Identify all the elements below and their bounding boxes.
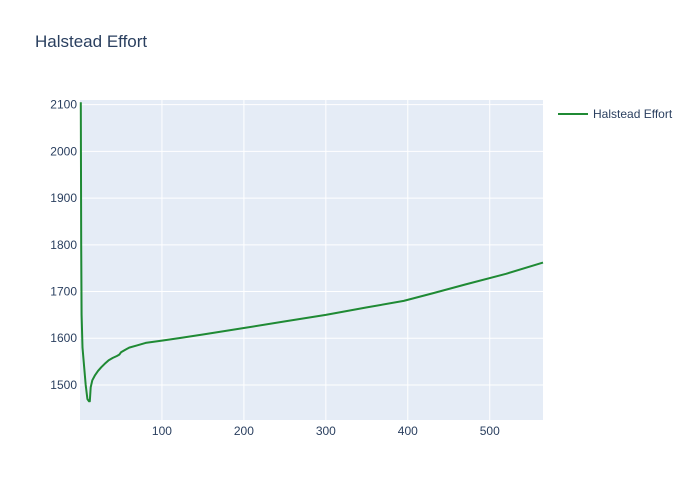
y-tick-label: 1700 xyxy=(50,285,77,299)
series-layer xyxy=(79,102,544,403)
x-tick-label: 100 xyxy=(152,424,172,438)
y-tick-label: 1800 xyxy=(50,238,77,252)
legend[interactable]: Halstead Effort xyxy=(558,107,673,121)
y-tick-label: 2000 xyxy=(50,144,77,158)
chart-title: Halstead Effort xyxy=(35,32,148,51)
plot-background xyxy=(80,100,543,420)
x-tick-label: 300 xyxy=(316,424,336,438)
legend-label[interactable]: Halstead Effort xyxy=(593,107,673,121)
x-tick-label: 500 xyxy=(480,424,500,438)
series-line xyxy=(79,102,544,403)
y-tick-label: 1900 xyxy=(50,191,77,205)
grid-lines xyxy=(80,100,543,420)
y-tick-label: 1500 xyxy=(50,378,77,392)
y-tick-label: 2100 xyxy=(50,98,77,112)
axis-ticks: 100 200 300 400 500 1500 1600 1700 1800 1900 2000 2… xyxy=(50,98,500,438)
y-tick-label: 1600 xyxy=(50,331,77,345)
x-tick-label: 400 xyxy=(398,424,418,438)
x-tick-label: 200 xyxy=(234,424,254,438)
